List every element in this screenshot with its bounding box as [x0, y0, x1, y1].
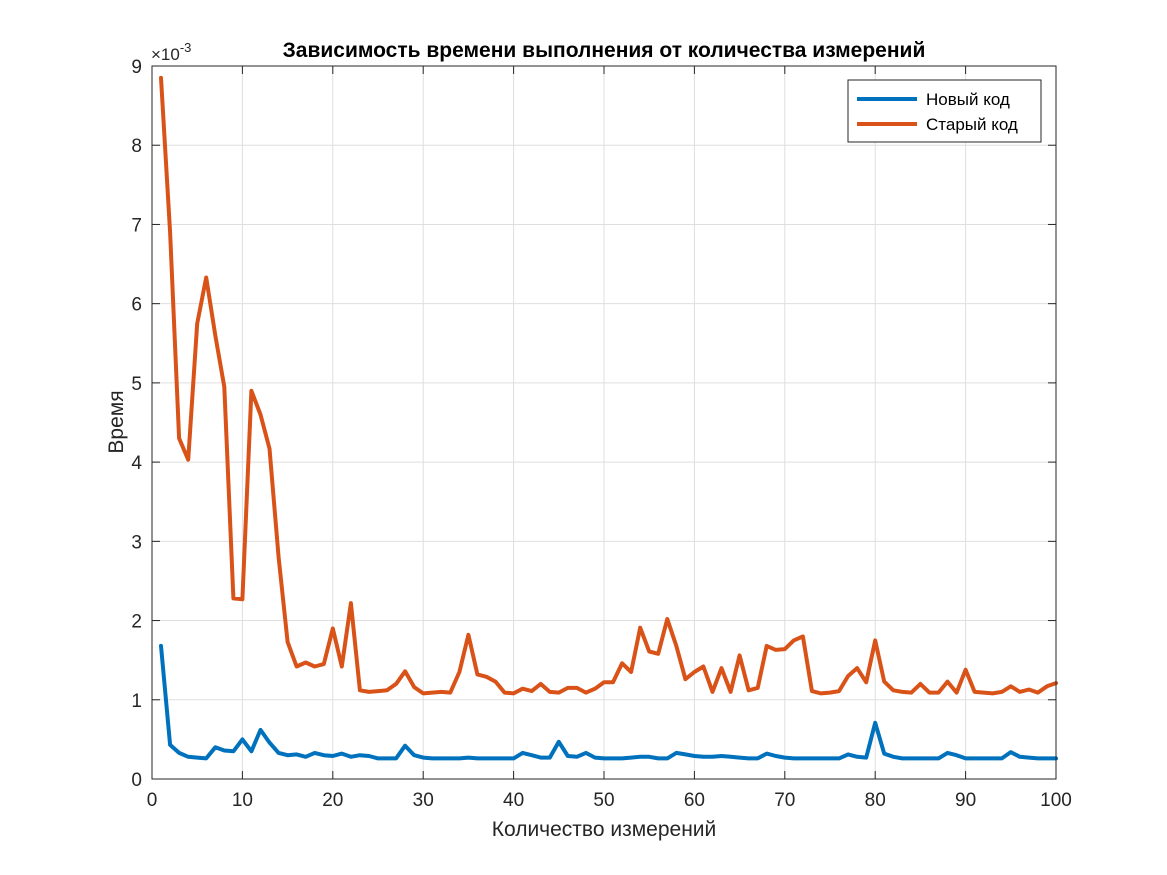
x-tick-label: 70: [774, 790, 795, 811]
y-axis-label: Время: [105, 390, 128, 453]
x-tick-label: 100: [1040, 790, 1072, 811]
y-exponent-label: ×10-3: [151, 40, 191, 64]
legend-label-old-code: Старый код: [926, 115, 1018, 134]
x-tick-label: 50: [593, 790, 614, 811]
series-group: [159, 75, 1058, 761]
y-tick-label: 5: [131, 374, 142, 395]
y-tick-label: 7: [131, 215, 142, 236]
grid: [152, 66, 1056, 779]
tick-labels: 0 10 20 30 40 50 60 70 80 90 100 0 1 2 3 4 5 6 7 8 9: [131, 57, 1071, 811]
x-axis-label: Количество измерений: [492, 818, 717, 841]
ticks: [151, 65, 1057, 780]
y-tick-label: 6: [131, 295, 142, 316]
x-tick-label: 90: [955, 790, 976, 811]
legend-label-new-code: Новый код: [926, 90, 1010, 109]
y-tick-label: 8: [131, 136, 142, 157]
x-tick-label: 0: [147, 790, 158, 811]
x-tick-label: 60: [684, 790, 705, 811]
series-line-old-code: [159, 75, 1058, 696]
y-tick-label: 2: [131, 612, 142, 633]
x-tick-label: 40: [503, 790, 524, 811]
series-line-new-code: [159, 643, 1058, 761]
y-tick-label: 0: [131, 770, 142, 791]
legend-box: [847, 79, 1042, 143]
legend[interactable]: Новый код Старый код: [847, 79, 1042, 143]
x-tick-label: 80: [865, 790, 886, 811]
x-tick-label: 30: [413, 790, 434, 811]
chart-title: Зависимость времени выполнения от количе…: [283, 39, 926, 62]
y-tick-label: 9: [131, 57, 142, 78]
y-tick-label: 4: [131, 453, 142, 474]
x-tick-label: 20: [322, 790, 343, 811]
y-tick-label: 3: [131, 532, 142, 553]
x-tick-label: 10: [232, 790, 253, 811]
y-tick-label: 1: [131, 691, 142, 712]
